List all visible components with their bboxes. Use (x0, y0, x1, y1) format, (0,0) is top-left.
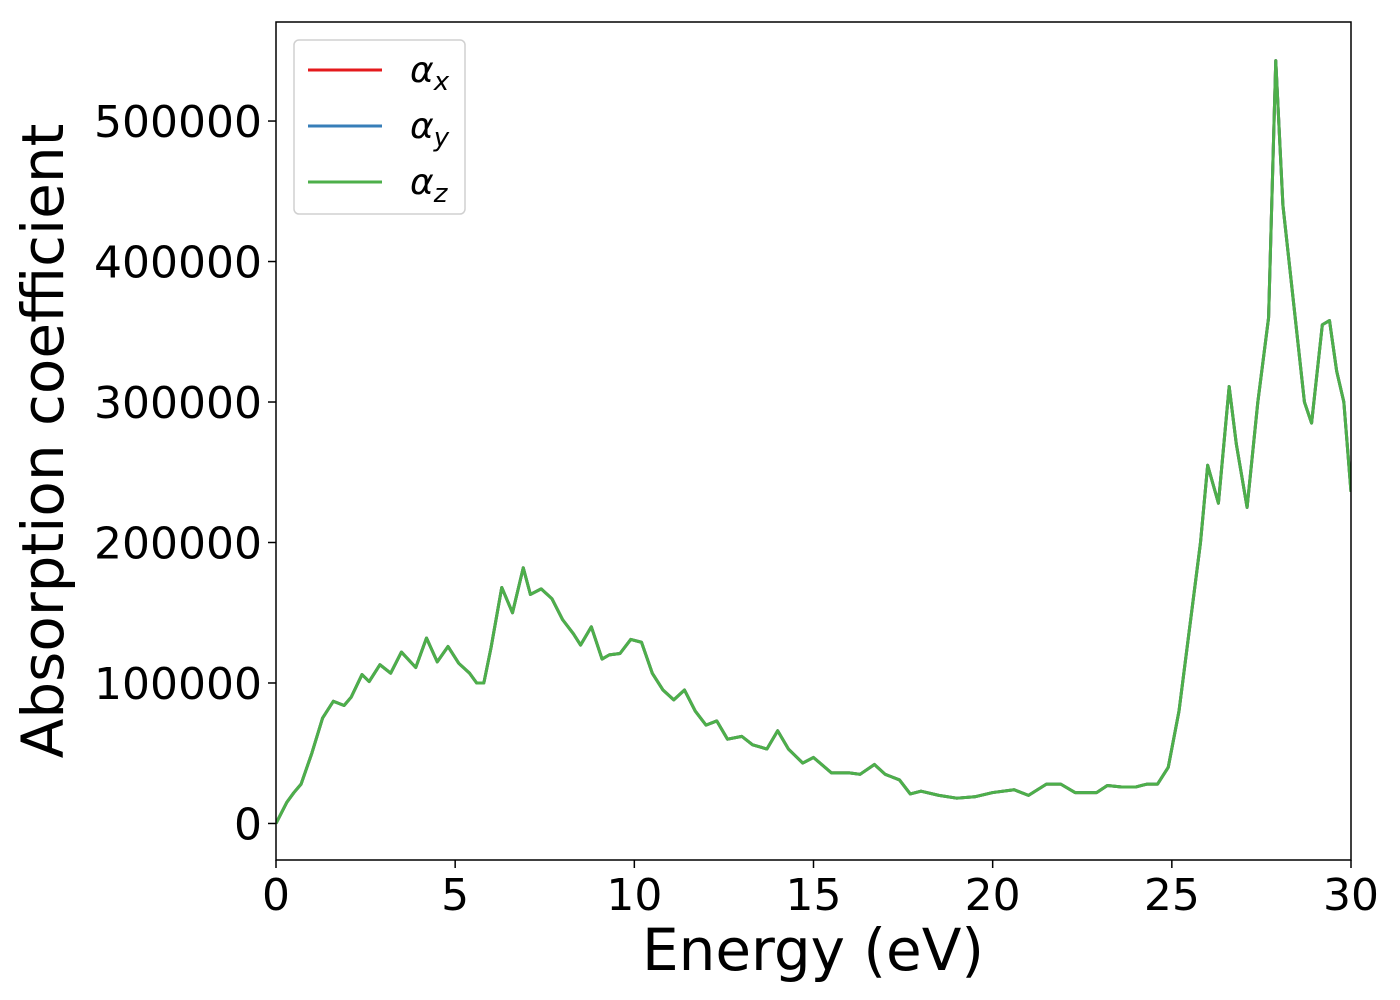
y-tick-label: 500000 (94, 97, 262, 148)
x-tick-label: 15 (786, 870, 842, 921)
x-axis-label: Energy (eV) (642, 916, 984, 984)
series-line (276, 59, 1351, 825)
x-tick-label: 5 (441, 870, 469, 921)
y-tick-label: 400000 (94, 238, 262, 289)
y-tick-label: 0 (234, 799, 262, 850)
y-tick-label: 200000 (94, 519, 262, 570)
x-tick-label: 25 (1144, 870, 1200, 921)
y-tick-label: 300000 (94, 378, 262, 429)
legend-label: αx (410, 50, 450, 97)
x-tick-label: 30 (1323, 870, 1379, 921)
y-tick-label: 100000 (94, 659, 262, 710)
x-tick-label: 10 (606, 870, 662, 921)
x-tick-label: 20 (965, 870, 1021, 921)
legend-label: αz (410, 162, 449, 209)
y-axis-label: Absorption coefficient (9, 124, 77, 759)
legend-label: αy (410, 106, 450, 153)
plot-frame (275, 21, 1352, 861)
x-tick-label: 0 (262, 870, 290, 921)
